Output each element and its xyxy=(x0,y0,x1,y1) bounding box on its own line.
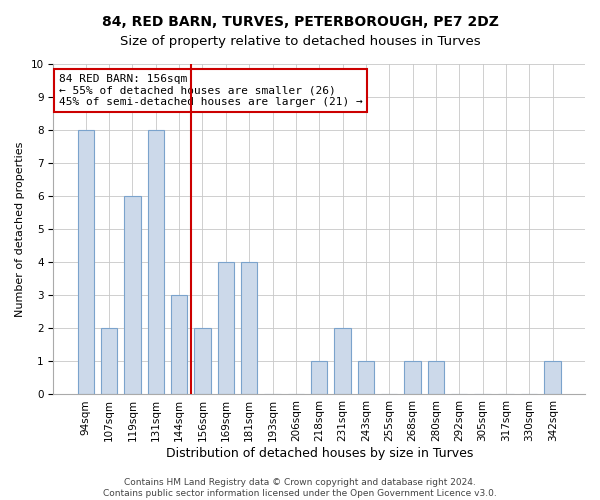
Y-axis label: Number of detached properties: Number of detached properties xyxy=(15,142,25,317)
Bar xyxy=(311,362,328,394)
Text: 84, RED BARN, TURVES, PETERBOROUGH, PE7 2DZ: 84, RED BARN, TURVES, PETERBOROUGH, PE7 … xyxy=(101,15,499,29)
Bar xyxy=(544,362,561,394)
Bar xyxy=(428,362,444,394)
Bar xyxy=(124,196,140,394)
Bar xyxy=(101,328,117,394)
Bar xyxy=(241,262,257,394)
Bar xyxy=(404,362,421,394)
Bar xyxy=(171,296,187,394)
Text: Size of property relative to detached houses in Turves: Size of property relative to detached ho… xyxy=(119,35,481,48)
Bar xyxy=(218,262,234,394)
Bar xyxy=(77,130,94,394)
X-axis label: Distribution of detached houses by size in Turves: Distribution of detached houses by size … xyxy=(166,447,473,460)
Bar xyxy=(194,328,211,394)
Text: Contains HM Land Registry data © Crown copyright and database right 2024.
Contai: Contains HM Land Registry data © Crown c… xyxy=(103,478,497,498)
Bar xyxy=(148,130,164,394)
Bar xyxy=(334,328,351,394)
Text: 84 RED BARN: 156sqm
← 55% of detached houses are smaller (26)
45% of semi-detach: 84 RED BARN: 156sqm ← 55% of detached ho… xyxy=(59,74,362,107)
Bar xyxy=(358,362,374,394)
